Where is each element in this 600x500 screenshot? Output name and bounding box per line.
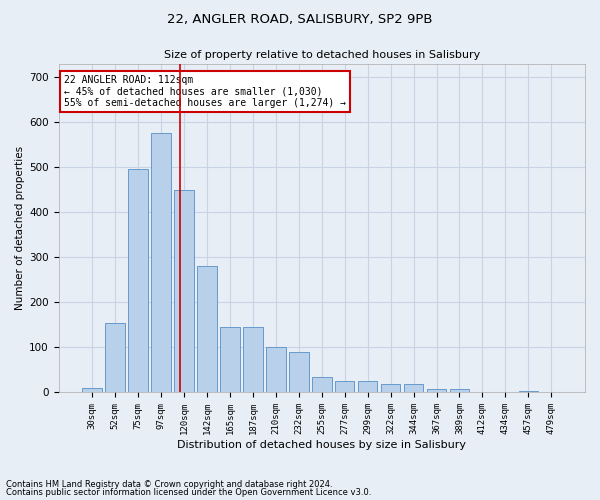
Bar xyxy=(335,381,355,392)
Bar xyxy=(427,389,446,392)
Text: Contains public sector information licensed under the Open Government Licence v3: Contains public sector information licen… xyxy=(6,488,371,497)
Bar xyxy=(266,348,286,393)
Bar xyxy=(220,327,239,392)
Text: 22, ANGLER ROAD, SALISBURY, SP2 9PB: 22, ANGLER ROAD, SALISBURY, SP2 9PB xyxy=(167,12,433,26)
Bar xyxy=(151,134,171,392)
Text: Contains HM Land Registry data © Crown copyright and database right 2024.: Contains HM Land Registry data © Crown c… xyxy=(6,480,332,489)
Bar xyxy=(518,390,538,392)
Bar xyxy=(197,266,217,392)
Bar xyxy=(82,388,102,392)
Bar xyxy=(174,190,194,392)
Y-axis label: Number of detached properties: Number of detached properties xyxy=(15,146,25,310)
X-axis label: Distribution of detached houses by size in Salisbury: Distribution of detached houses by size … xyxy=(177,440,466,450)
Bar xyxy=(358,381,377,392)
Bar xyxy=(404,384,424,392)
Bar xyxy=(128,170,148,392)
Title: Size of property relative to detached houses in Salisbury: Size of property relative to detached ho… xyxy=(164,50,480,60)
Bar xyxy=(106,322,125,392)
Bar xyxy=(243,327,263,392)
Bar xyxy=(312,376,332,392)
Bar xyxy=(450,390,469,392)
Bar xyxy=(289,352,308,393)
Text: 22 ANGLER ROAD: 112sqm
← 45% of detached houses are smaller (1,030)
55% of semi-: 22 ANGLER ROAD: 112sqm ← 45% of detached… xyxy=(64,75,346,108)
Bar xyxy=(381,384,400,392)
